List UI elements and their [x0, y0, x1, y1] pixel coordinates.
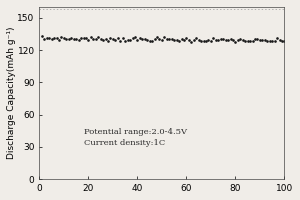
Y-axis label: Discharge Capacity(mAh g⁻¹): Discharge Capacity(mAh g⁻¹) [7, 27, 16, 159]
Text: Current density:1C: Current density:1C [83, 139, 165, 147]
Text: Potential range:2.0-4.5V: Potential range:2.0-4.5V [83, 128, 187, 136]
